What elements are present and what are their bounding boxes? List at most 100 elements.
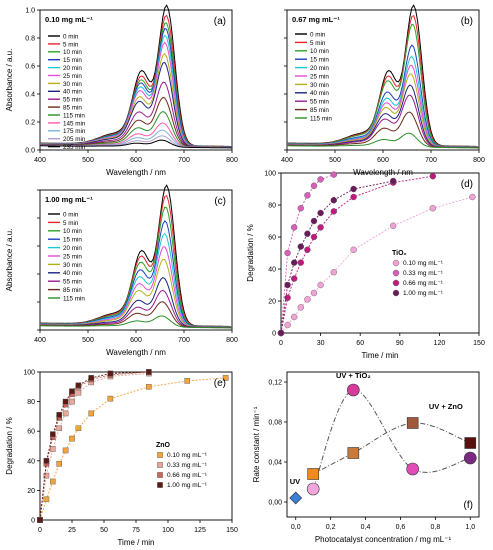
data-point [350, 246, 357, 254]
spectrum-line [287, 132, 479, 149]
y-axis-label: Degradation / % [246, 224, 255, 281]
data-point [50, 446, 56, 452]
panel-label: (f) [464, 500, 473, 511]
legend-label: 25 min [63, 73, 82, 80]
panel-label: (a) [214, 16, 226, 27]
x-tick-label: 500 [329, 157, 341, 164]
zno-data-point [307, 468, 319, 480]
legend-label: 10 min [63, 49, 82, 56]
data-point [88, 410, 94, 417]
x-tick-label: 400 [34, 157, 46, 164]
x-tick-label: 700 [425, 157, 437, 164]
legend-label: 0.66 mg mL⁻¹ [403, 280, 444, 287]
data-point [284, 249, 291, 257]
y-tick-label: 80 [268, 203, 276, 210]
data-point [43, 496, 50, 503]
y-axis-label: Degradation / % [5, 417, 14, 474]
legend-marker [157, 452, 163, 458]
data-point [330, 269, 337, 276]
series-line [39, 371, 149, 521]
y-tick-label: 100 [23, 370, 35, 377]
x-tick-label: 600 [130, 337, 142, 344]
data-point [304, 192, 311, 199]
legend-label: 15 min [63, 57, 82, 64]
legend-label: 25 min [63, 253, 82, 260]
panel-a: 400 500 600 700 800 0.0 0.2 0.4 0.6 0.8 1.0 Wavelen… [5, 4, 238, 177]
legend-label: 5 min [310, 40, 326, 47]
annotation-uv: UV [290, 477, 300, 486]
data-point [62, 447, 69, 454]
tio2-data-point [347, 383, 360, 397]
data-point [37, 517, 43, 523]
y-tick-label: 0.0 [25, 148, 35, 155]
data-point [390, 177, 397, 185]
y-tick-label: 0 [272, 331, 276, 338]
legend-label: 15 min [63, 237, 82, 244]
panel-label: (e) [214, 378, 226, 389]
concentration-label: 0.67 mg mL⁻¹ [292, 15, 340, 24]
legend-label: 40 min [63, 270, 82, 277]
legend-label: 0.66 mg mL⁻¹ [167, 472, 208, 479]
data-point [222, 375, 229, 381]
legend-label: 0.33 mg mL⁻¹ [403, 270, 444, 277]
x-tick-label: 400 [281, 157, 293, 164]
legend-label: 30 min [63, 81, 82, 88]
y-axis-label: Absorbance / a.u. [5, 229, 14, 292]
data-point [145, 369, 152, 375]
x-tick-label: 120 [434, 340, 446, 347]
legend-label: 145 min [63, 120, 86, 127]
data-point [304, 246, 311, 254]
x-tick-label: 0,2 [326, 524, 336, 531]
concentration-label: 1.00 mg mL⁻¹ [45, 195, 93, 204]
legend-label: 30 min [310, 82, 329, 89]
data-point [69, 398, 75, 405]
data-point [75, 425, 82, 432]
data-point [184, 378, 191, 384]
legend-label: 20 min [63, 245, 82, 252]
x-tick-label: 0,4 [361, 524, 371, 531]
data-point [330, 196, 337, 204]
uv-data-point [289, 491, 303, 505]
series-line [280, 180, 394, 334]
data-point [310, 217, 318, 225]
data-point [107, 395, 114, 402]
x-tick-label: 1,0 [465, 524, 475, 531]
data-point [43, 458, 50, 464]
data-point [277, 329, 285, 337]
y-tick-label: 20 [27, 488, 35, 495]
data-point [297, 259, 304, 266]
panel-b: 400 500 600 700 800 Wavelength / nm 0 min 5 min… [281, 4, 485, 177]
x-tick-label: 90 [396, 340, 404, 347]
x-tick-label: 500 [82, 157, 94, 164]
legend-title: ZnO [156, 442, 171, 449]
tio2-data-point [406, 462, 419, 476]
legend-label: 55 min [63, 279, 82, 286]
data-point [284, 294, 291, 301]
data-point [350, 185, 357, 193]
data-point [50, 478, 56, 485]
legend-label: 85 min [310, 107, 329, 114]
x-tick-label: 0,8 [430, 524, 440, 531]
data-point [429, 172, 436, 180]
series-line [39, 373, 149, 521]
data-point [317, 281, 324, 289]
legend-label: 0.10 mg mL⁻¹ [403, 260, 444, 267]
legend-marker [157, 472, 163, 478]
legend-label: 175 min [63, 128, 86, 135]
legend-marker [392, 289, 400, 297]
legend-label: 5 min [63, 220, 79, 227]
data-point [310, 182, 318, 190]
zno-trend-line [312, 422, 471, 475]
data-point [56, 412, 62, 418]
x-axis-label: Wavelength / nm [353, 168, 413, 177]
y-tick-label: 80 [27, 399, 35, 406]
data-point [69, 435, 75, 442]
y-tick-label: 1.0 [25, 8, 35, 15]
x-tick-label: 600 [130, 157, 142, 164]
data-point [88, 375, 94, 381]
series-line [280, 175, 433, 334]
legend-label: 115 min [63, 112, 85, 119]
y-tick-label: 0,00 [268, 500, 282, 507]
data-point [310, 233, 318, 241]
y-tick-label: 20 [268, 299, 276, 306]
